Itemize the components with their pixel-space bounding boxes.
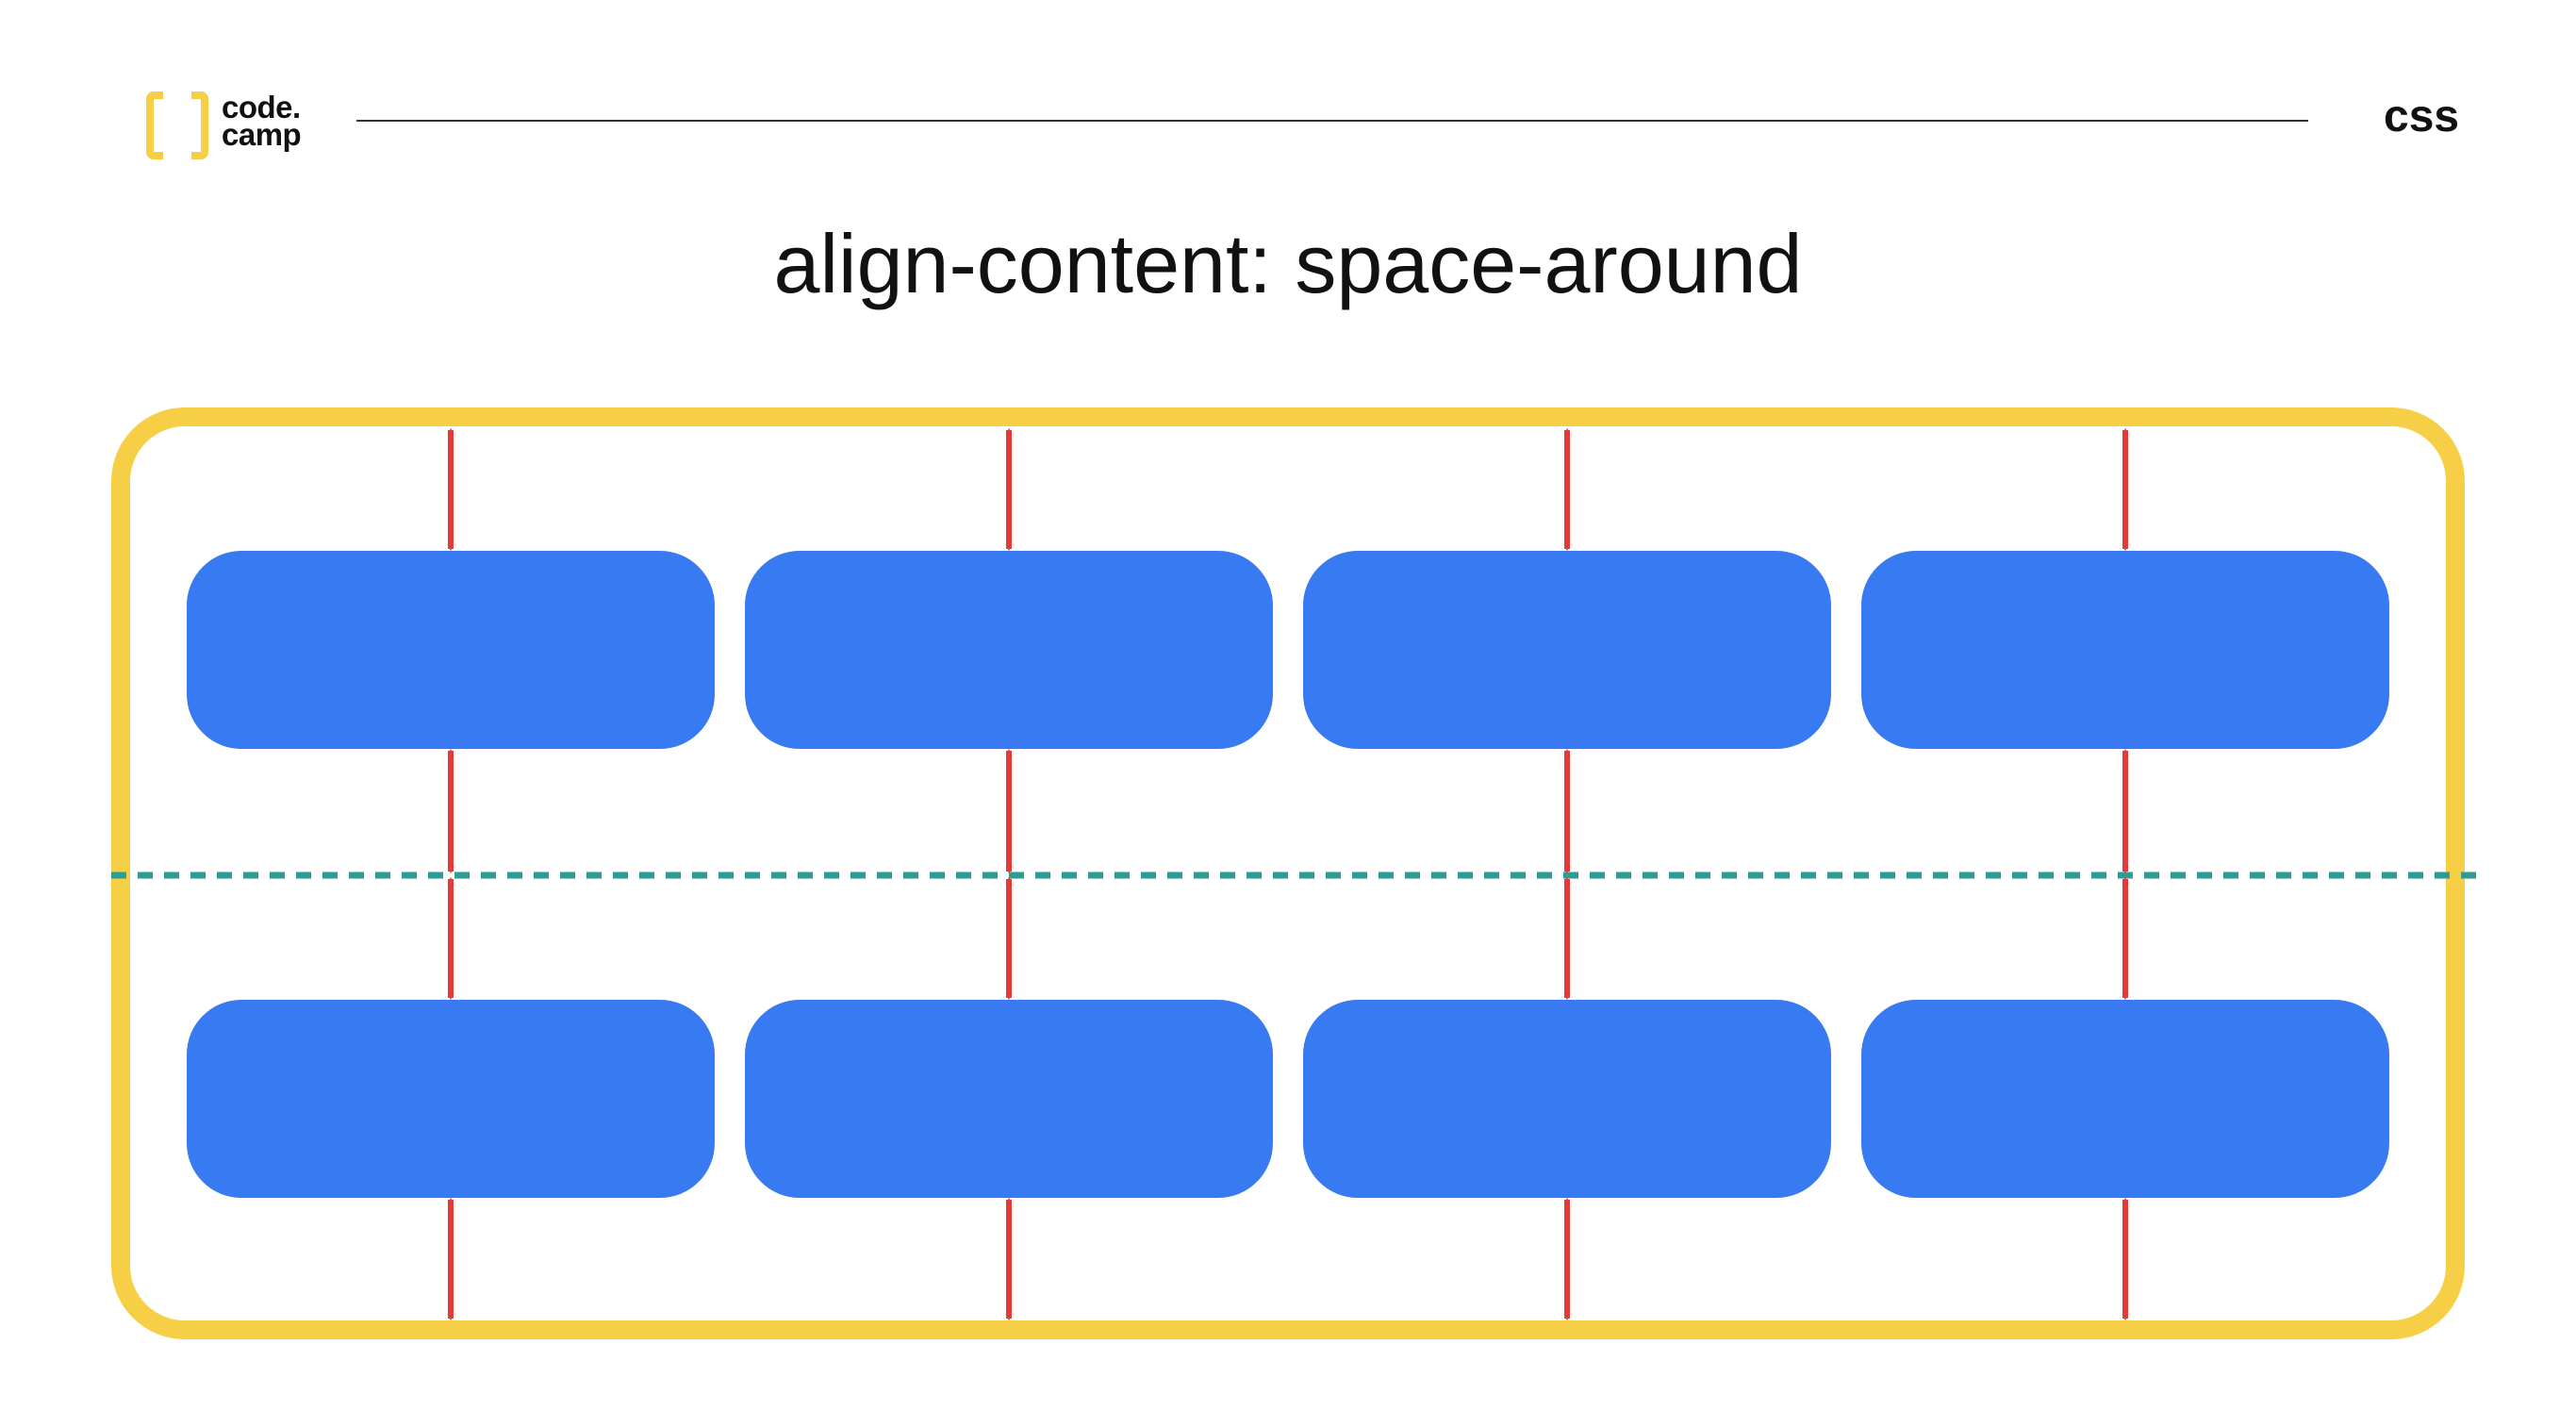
- flex-item-row1-col1: [187, 551, 715, 749]
- flex-item-row2-col4: [1861, 1000, 2389, 1198]
- flex-item-row1-col3: [1303, 551, 1831, 749]
- flex-item-row1-col4: [1861, 551, 2389, 749]
- header-divider: [356, 120, 2308, 122]
- logo-line-1: code.: [222, 90, 301, 125]
- flex-item-row2-col2: [745, 1000, 1273, 1198]
- flex-item-row2-col3: [1303, 1000, 1831, 1198]
- code-camp-logo: code. camp: [146, 89, 302, 159]
- bracket-logo-icon: [146, 90, 210, 159]
- logo-line-2: camp: [222, 117, 302, 152]
- logo-text: code. camp: [222, 90, 302, 152]
- topic-label: css: [2384, 91, 2460, 141]
- page-title: align-content: space-around: [773, 217, 1803, 310]
- flex-item-row1-col2: [745, 551, 1273, 749]
- flex-item-row2-col1: [187, 1000, 715, 1198]
